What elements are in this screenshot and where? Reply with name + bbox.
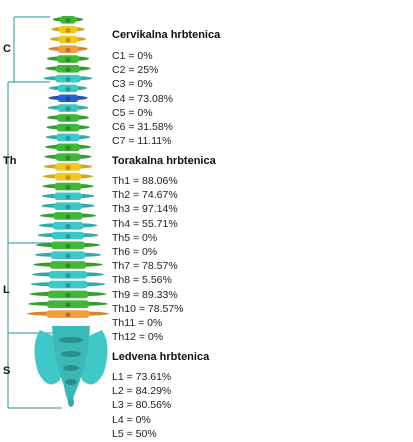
vertebra-value: L3 = 80.56% [112,399,172,412]
vertebra-value: Th2 = 74.67% [112,189,178,202]
vertebra-spinous [65,18,71,23]
section-heading: Cervikalna hrbtenica [112,29,221,41]
vertebra-spinous [65,273,71,278]
vertebra-value: C3 = 0% [112,78,153,91]
vertebra-spinous [65,214,71,220]
vertebra-value: C6 = 31.58% [112,121,174,133]
sacrum-foramen [59,337,83,343]
vertebra-value: C2 = 25% [112,64,159,77]
vertebra-value: Th12 = 0% [112,331,164,344]
vertebra-value: C7 = 11.11% [112,135,172,148]
vertebra-spinous [65,243,71,249]
vertebra-spinous [65,224,71,229]
vertebra-value: L1 = 73.61% [112,371,172,383]
vertebra-spinous [65,292,71,298]
section-heading: Torakalna hrbtenica [112,155,216,167]
vertebra-spinous [65,67,71,72]
vertebra-spinous [65,283,71,288]
vertebra-spinous [65,145,71,151]
vertebra-value: Th8 = 5.56% [112,274,172,287]
vertebra-spinous [65,47,71,53]
vertebra-spinous [65,312,71,318]
vertebra-value: Th9 = 89.33% [112,288,178,301]
vertebra-spinous [65,263,71,269]
sacrum-foramen [65,379,77,385]
vertebra-spinous [65,106,71,112]
region-label-sacral: S [3,365,11,377]
vertebra-value: Th10 = 78.57% [112,302,184,315]
region-label-lumbar: L [3,284,10,296]
vertebra-value: C5 = 0% [112,106,153,119]
vertebra-spinous [65,175,71,180]
region-label-thoracic: Th [3,155,17,167]
vertebra-spinous [65,86,71,92]
vertebra-spinous [65,135,71,141]
vertebra-spinous [65,126,71,131]
vertebra-spinous [65,253,71,259]
vertebra-value: Th1 = 88.06% [112,175,178,187]
coccyx [68,397,74,407]
vertebra-value: L4 = 0% [112,413,151,426]
sacrum-foramen [63,365,79,371]
vertebra-spinous [65,155,71,161]
vertebra-spinous [65,194,71,200]
vertebra-value: L2 = 84.29% [112,385,172,398]
vertebra-spinous [65,96,71,102]
vertebra-value: Th3 = 97.14% [112,203,178,216]
vertebra-value: Th7 = 78.57% [112,260,178,273]
vertebra-spinous [65,204,71,210]
vertebra-value: C1 = 0% [112,50,153,62]
vertebra-spinous [65,77,71,82]
vertebra-value: Th5 = 0% [112,231,158,244]
region-label-cervical: C [3,43,11,55]
vertebra-value: Th6 = 0% [112,246,158,258]
vertebra-value: Th4 = 55.71% [112,217,178,230]
vertebra-spinous [65,28,71,33]
vertebra-spinous [65,116,71,121]
vertebra-spinous [65,302,71,308]
vertebra-value: L5 = 50% [112,427,157,440]
vertebra-value: C4 = 73.08% [112,92,174,105]
vertebra-spinous [65,185,71,190]
vertebra-spinous [65,165,71,170]
section-heading: Ledvena hrbtenica [112,351,210,363]
vertebra-spinous [65,57,71,63]
vertebra-spinous [65,37,71,43]
vertebra-spinous [65,234,71,239]
vertebra-value: Th11 = 0% [112,317,163,329]
sacrum-foramen [61,351,81,357]
